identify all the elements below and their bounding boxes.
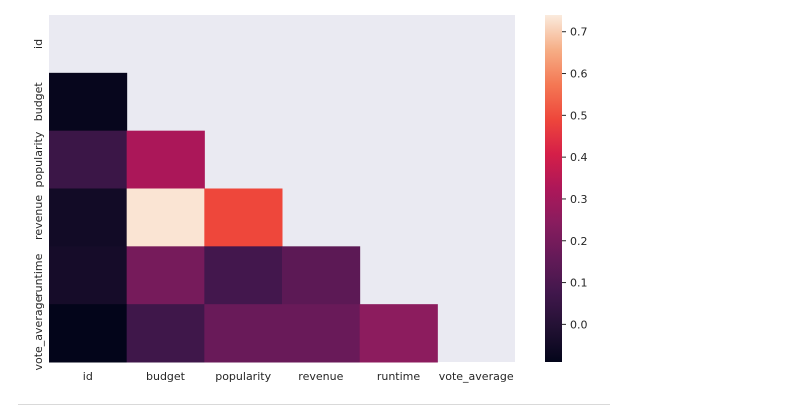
colorbar [545,15,562,362]
x-tick-labels: id budget popularity revenue runtime vote_ave… [83,370,514,383]
heatmap-cell-vote_average-id [49,304,128,363]
y-tick-label: budget [32,82,45,122]
heatmap-cell-revenue-id [49,188,128,247]
colorbar-tick-label: 0.3 [570,193,588,206]
x-tick-label: popularity [215,370,271,383]
y-tick-label: popularity [32,131,45,187]
heatmap-cell-vote_average-budget [126,304,205,363]
heatmap-cell-popularity-budget [126,130,205,189]
x-tick-label: vote_average [439,370,514,383]
heatmap-cell-vote_average-runtime [359,304,438,363]
x-tick-label: id [83,370,93,383]
heatmap-cell-budget-id [49,72,128,132]
heatmap-cell-revenue-popularity [204,188,283,247]
colorbar-ticks: 0.0 0.1 0.2 0.3 0.4 0.5 0.6 0.7 [562,26,588,331]
y-tick-label: revenue [32,195,45,240]
colorbar-tick-label: 0.5 [570,109,588,122]
y-tick-labels: id budget popularity revenue runtimevote_ave… [32,39,45,371]
colorbar-tick-label: 0.7 [570,26,588,39]
colorbar-tick-label: 0.1 [570,277,588,290]
colorbar-tick-label: 0.4 [570,151,588,164]
heatmap-cell-revenue-budget [126,188,205,247]
colorbar-tick-label: 0.2 [570,235,588,248]
heatmap-cell-runtime-popularity [204,246,283,305]
y-tick-label: id [32,39,45,49]
colorbar-tick-label: 0.6 [570,68,588,81]
heatmap-cell-vote_average-revenue [282,304,361,363]
x-tick-label: budget [146,370,186,383]
heatmap-cell-runtime-revenue [282,246,361,305]
y-tick-label: vote_average [32,295,45,370]
heatmap-cell-runtime-budget [126,246,205,305]
heatmap-cell-popularity-id [49,130,128,189]
heatmap-cell-runtime-id [49,246,128,305]
y-tick-label: runtime [32,253,45,297]
colorbar-tick-label: 0.0 [570,318,588,331]
divider [18,404,610,405]
x-tick-label: revenue [298,370,343,383]
x-tick-label: runtime [377,370,421,383]
heatmap-cells [49,72,438,363]
heatmap-cell-vote_average-popularity [204,304,283,363]
